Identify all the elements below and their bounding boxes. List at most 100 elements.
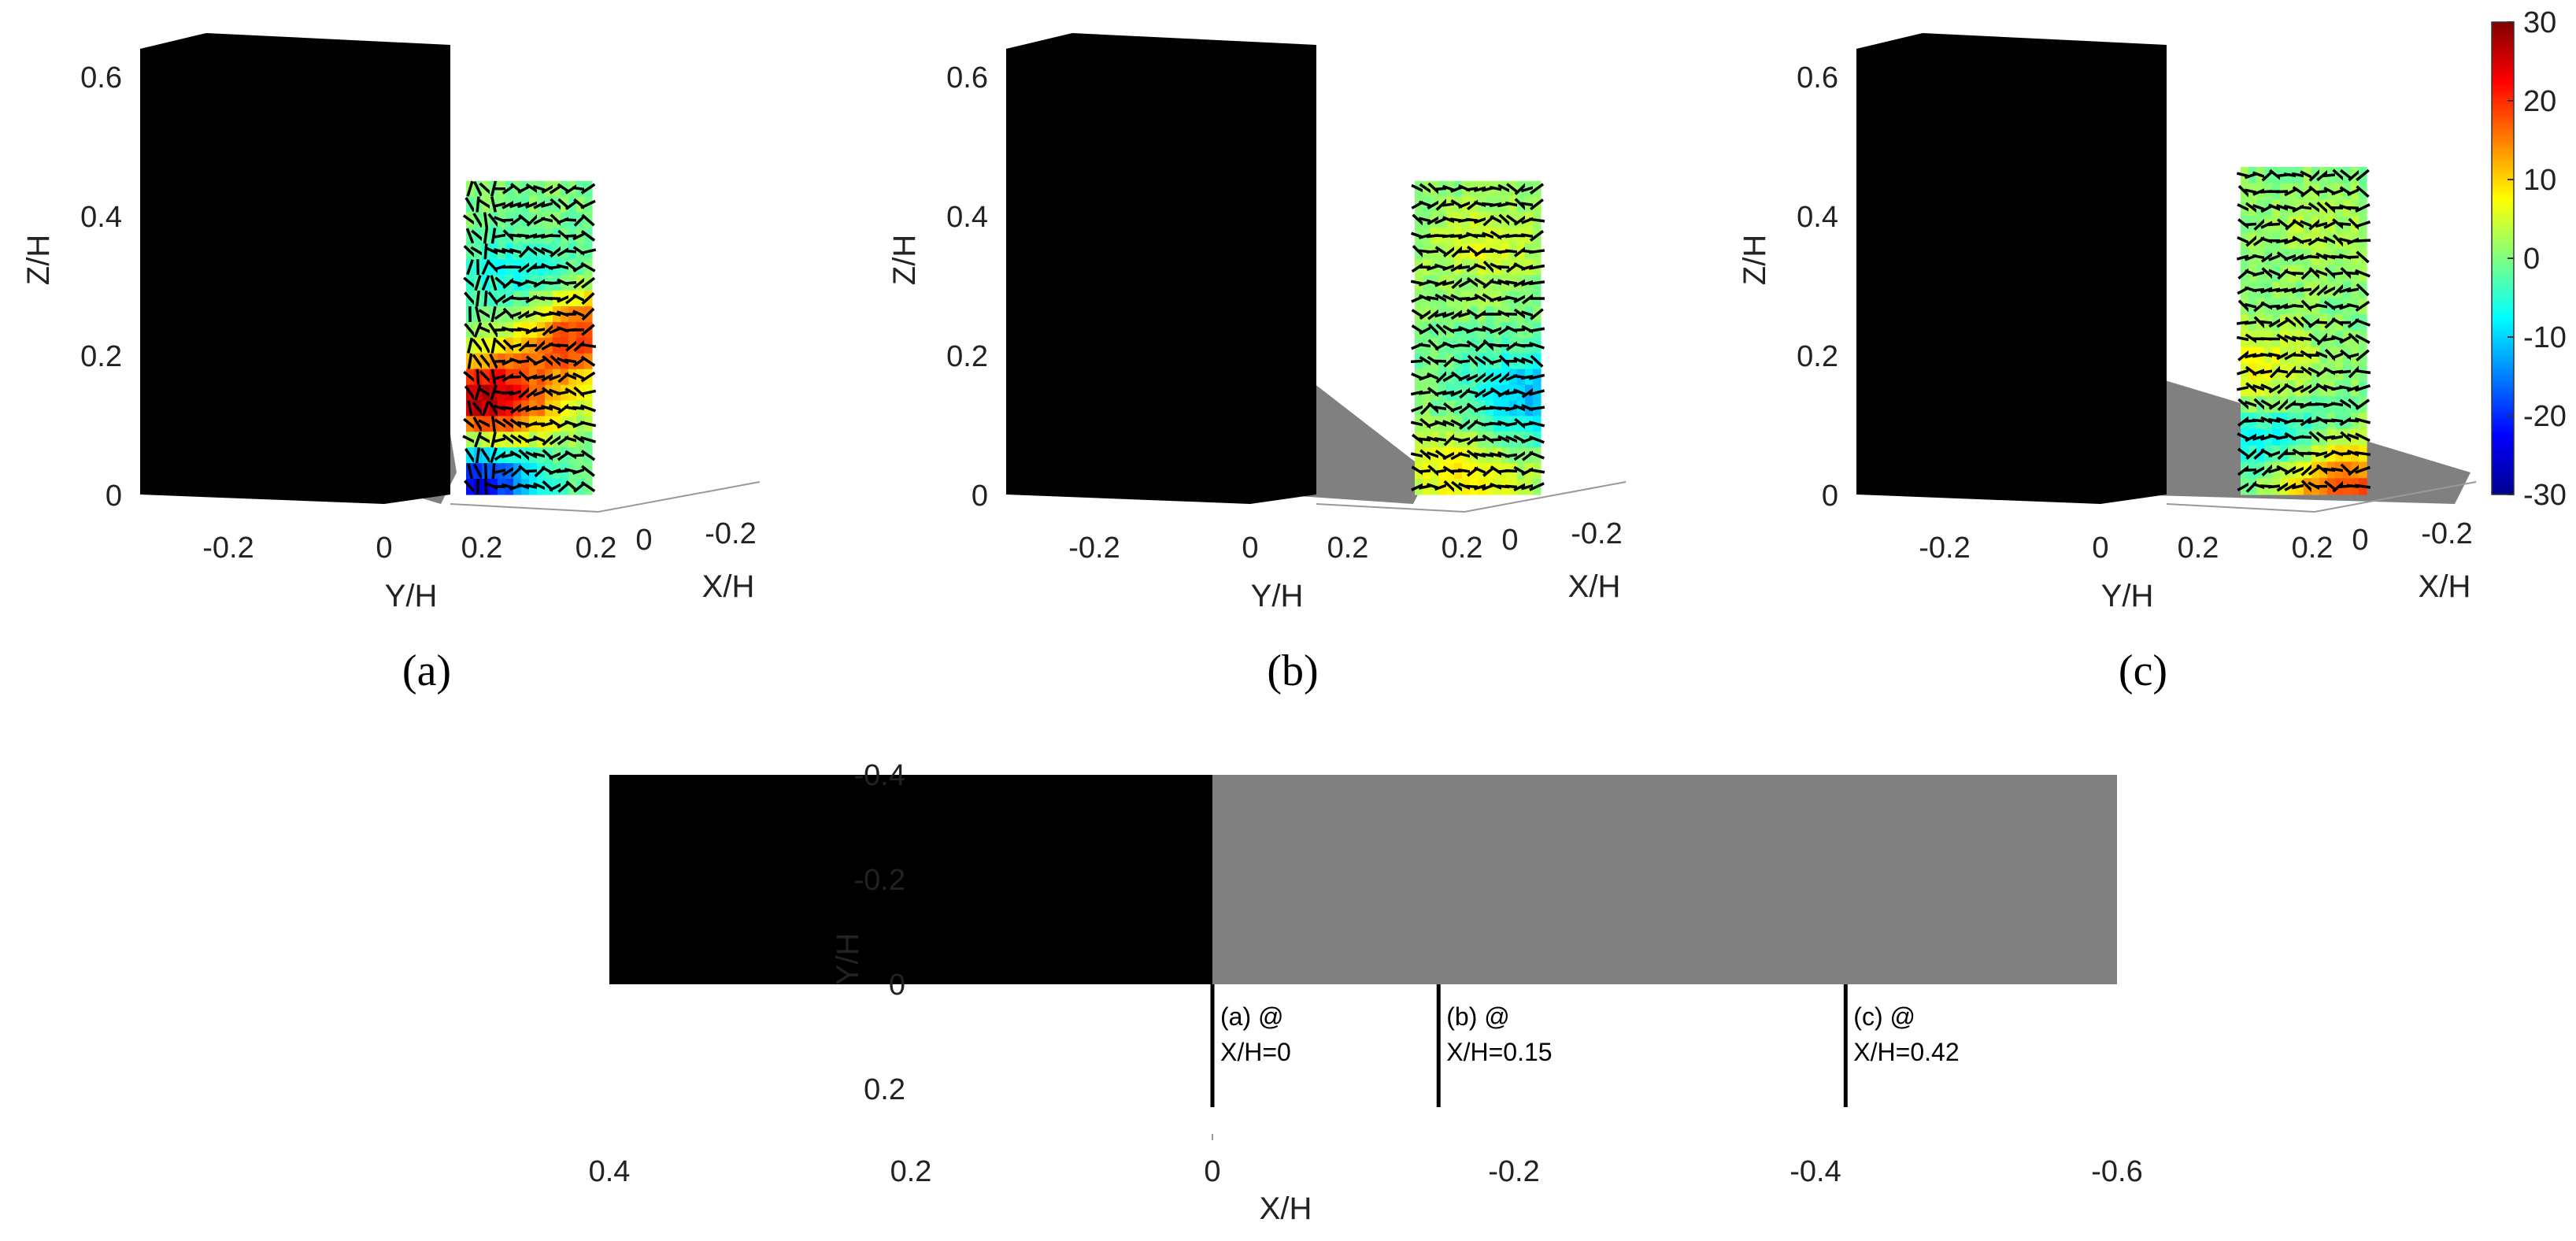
velocity-vector (2355, 432, 2371, 443)
z-tick-label: 0 (105, 480, 122, 513)
velocity-vector (464, 323, 476, 337)
velocity-vector (487, 260, 501, 274)
velocity-vector (2332, 169, 2346, 182)
velocity-vector (483, 478, 488, 495)
velocity-vector (1529, 230, 1545, 242)
x-tick-label: -0.2 (2421, 517, 2472, 550)
z-axis-label: Z/H (1738, 235, 1772, 285)
colorbar-tick-label: -20 (2523, 400, 2567, 433)
velocity-vector (1443, 354, 1457, 368)
velocity-vector (2300, 480, 2315, 493)
x-axis-label: X/H (1568, 569, 1621, 604)
velocity-vector (1528, 342, 1545, 350)
velocity-vector (1530, 198, 1544, 211)
colorbar-tick-label: -10 (2523, 321, 2567, 354)
velocity-vector (580, 230, 596, 242)
velocity-vector (481, 275, 490, 291)
velocity-vector (483, 228, 489, 244)
velocity-vector (2308, 169, 2322, 182)
section-label: X/H=0.15 (1446, 1038, 1552, 1066)
velocity-vector (2356, 185, 2370, 198)
velocity-vector (2308, 267, 2322, 280)
velocity-vector (476, 369, 480, 385)
building-block (1006, 33, 1316, 504)
velocity-vector (580, 371, 596, 383)
velocity-vector (550, 213, 564, 227)
velocity-vector (1528, 468, 1545, 474)
y-axis-label: Y/H (1251, 579, 1304, 613)
y-tick-label: 0.2 (2178, 532, 2219, 565)
colorbar-tick-label: 0 (2523, 243, 2540, 276)
velocity-vector (1435, 323, 1449, 337)
velocity-vector (490, 275, 498, 291)
velocity-vector (2261, 267, 2275, 280)
building-block (1856, 33, 2167, 504)
velocity-vector (2332, 283, 2346, 297)
velocity-vector (491, 463, 496, 480)
velocity-vector (476, 290, 480, 307)
panel-a: 0 0.2 0.4 0.6 Z/H -0.2 0 0.2 Y/H 0.2 0 -0.2 X/H (a) (21, 33, 761, 695)
velocity-vector (2354, 384, 2371, 392)
velocity-vector (1528, 280, 1545, 286)
section-label: (b) @ (1446, 1002, 1509, 1031)
velocity-vector (502, 339, 516, 353)
panel-label: (b) (1267, 646, 1318, 695)
velocity-vector (518, 370, 532, 383)
y-tick-label: 0 (1242, 532, 1258, 565)
plan-y-tick-label: 0 (889, 969, 905, 1002)
velocity-vector (464, 480, 476, 494)
velocity-vector (465, 228, 475, 244)
velocity-vector (464, 291, 476, 306)
x-axis-label: X/H (702, 569, 755, 604)
plan-x-tick-label: 0.4 (589, 1155, 631, 1188)
velocity-vector (2356, 349, 2370, 361)
velocity-vector (1528, 420, 1545, 428)
velocity-vector (579, 343, 597, 349)
velocity-vector (2237, 184, 2252, 198)
velocity-vector (1412, 213, 1426, 227)
velocity-vector (2356, 283, 2370, 297)
x-tick-label: -0.2 (1571, 517, 1622, 550)
section-label: (a) @ (1220, 1002, 1283, 1031)
velocity-vector (579, 435, 597, 443)
plan-x-tick-label: -0.2 (1488, 1155, 1539, 1188)
building-block (140, 33, 450, 504)
velocity-vector (467, 462, 473, 480)
y-tick-label: 0.2 (461, 532, 503, 565)
velocity-vector (542, 323, 556, 336)
velocity-vector (579, 248, 597, 255)
colorbar-tick-label: -30 (2523, 479, 2567, 512)
velocity-vector (580, 199, 596, 209)
velocity-vector (2355, 398, 2371, 410)
z-tick-label: 0.6 (1797, 61, 1838, 94)
velocity-vector (472, 401, 484, 416)
velocity-vector (2293, 316, 2307, 329)
velocity-vector (463, 245, 477, 258)
velocity-vector (1514, 182, 1528, 195)
y-axis-label: Y/H (2101, 579, 2154, 613)
velocity-vector (2261, 463, 2275, 476)
velocity-vector (580, 183, 596, 194)
colorbar-tick-label: 30 (2523, 6, 2556, 39)
y-tick-label: -0.2 (1919, 532, 1970, 565)
velocity-vector (464, 447, 476, 463)
x-tick-label: -0.2 (705, 517, 756, 550)
plan-x-tick-label: -0.6 (2091, 1155, 2142, 1188)
velocity-vector (502, 307, 516, 321)
velocity-vector (490, 306, 497, 323)
y-tick-label: 0.2 (1327, 532, 1369, 565)
velocity-vector (472, 463, 483, 479)
z-tick-label: 0.2 (1797, 340, 1838, 373)
velocity-vector (464, 197, 476, 213)
velocity-vector (464, 385, 476, 400)
velocity-vector (474, 384, 482, 401)
floor-axis-x (1464, 481, 1627, 513)
velocity-vector (2277, 267, 2291, 280)
velocity-vector (490, 369, 497, 385)
y-tick-label: -0.2 (202, 532, 254, 565)
velocity-vector (479, 354, 492, 369)
velocity-vector (479, 370, 493, 384)
plan-x-tick-label: -0.4 (1790, 1155, 1841, 1188)
x-tick-label: 0.2 (1442, 532, 1483, 565)
